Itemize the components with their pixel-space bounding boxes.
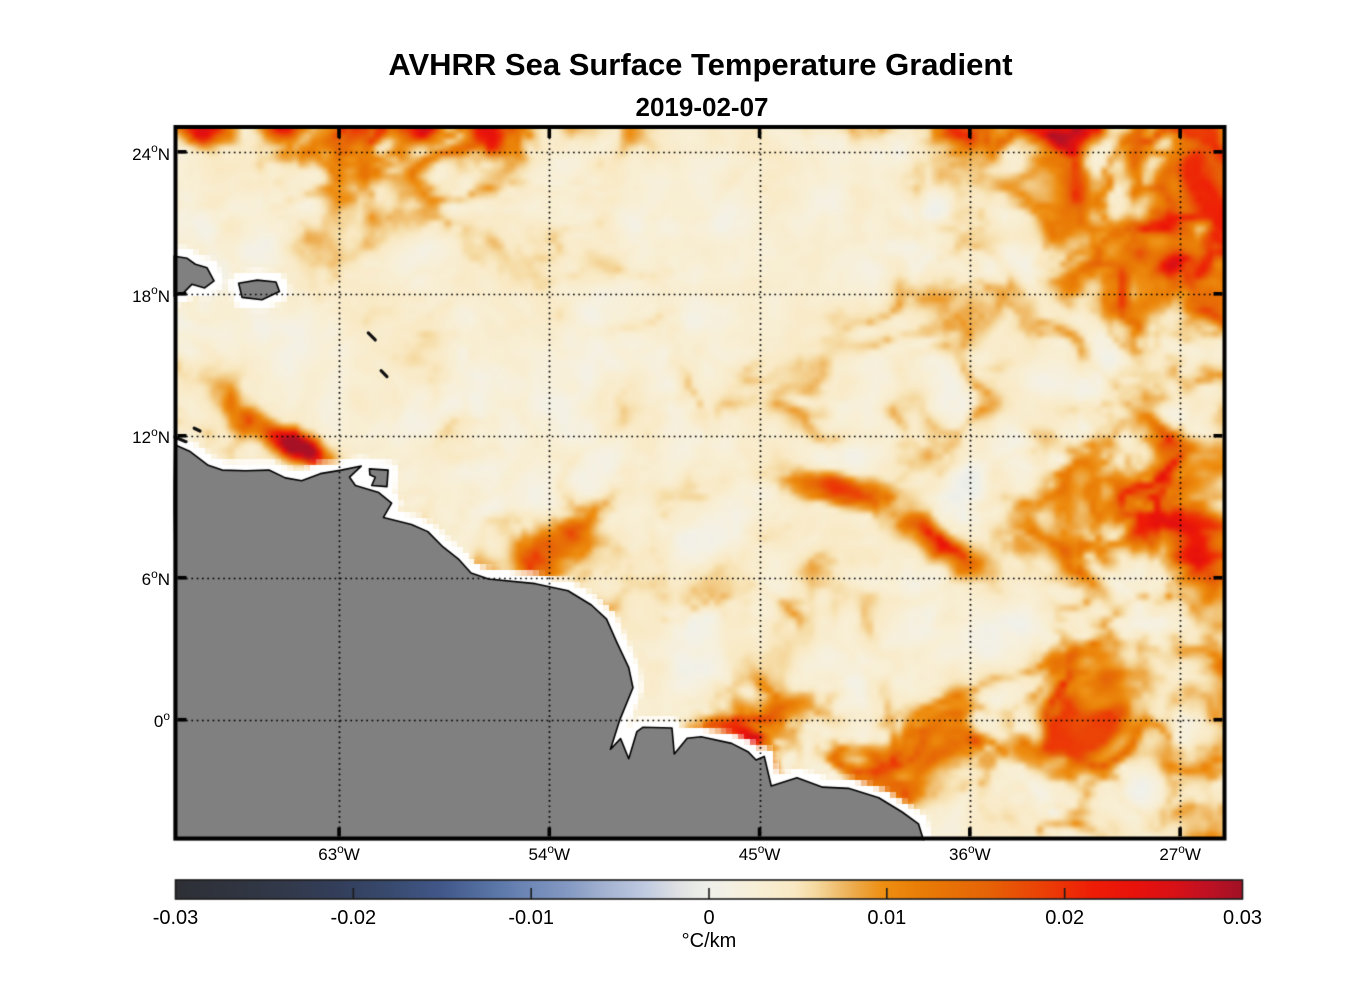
y-tick-label-12: 12oN [132, 425, 170, 448]
y-tick-label-18: 18oN [132, 283, 170, 306]
y-tick-label-6: 6oN [141, 567, 170, 590]
colorbar-tick-label-0.03: 0.03 [1223, 907, 1262, 930]
y-tick-label-0: 0o [153, 709, 170, 732]
colorbar-tick-label--0.03: -0.03 [152, 907, 199, 930]
colorbar-tick-label-0.02: 0.02 [1045, 907, 1085, 930]
y-tick-label-24: 24oN [132, 141, 170, 164]
colorbar-unit-label: °C/km [681, 929, 737, 952]
colorbar-tick-label-0.01: 0.01 [867, 907, 907, 930]
x-tick-label-54: 54oW [528, 841, 571, 864]
page-title: AVHRR Sea Surface Temperature Gradient [388, 46, 1013, 82]
colorbar-tick-label-0: 0 [703, 907, 715, 930]
x-tick-label-27: 27oW [1159, 841, 1201, 864]
page-subtitle: 2019-02-07 [635, 92, 769, 123]
x-tick-label-45: 45oW [738, 841, 781, 864]
x-tick-label-63: 63oW [318, 841, 360, 864]
colorbar-tick-label--0.01: -0.01 [508, 907, 554, 930]
colorbar-tick-label--0.02: -0.02 [330, 907, 377, 930]
x-tick-label-36: 36oW [949, 841, 991, 864]
